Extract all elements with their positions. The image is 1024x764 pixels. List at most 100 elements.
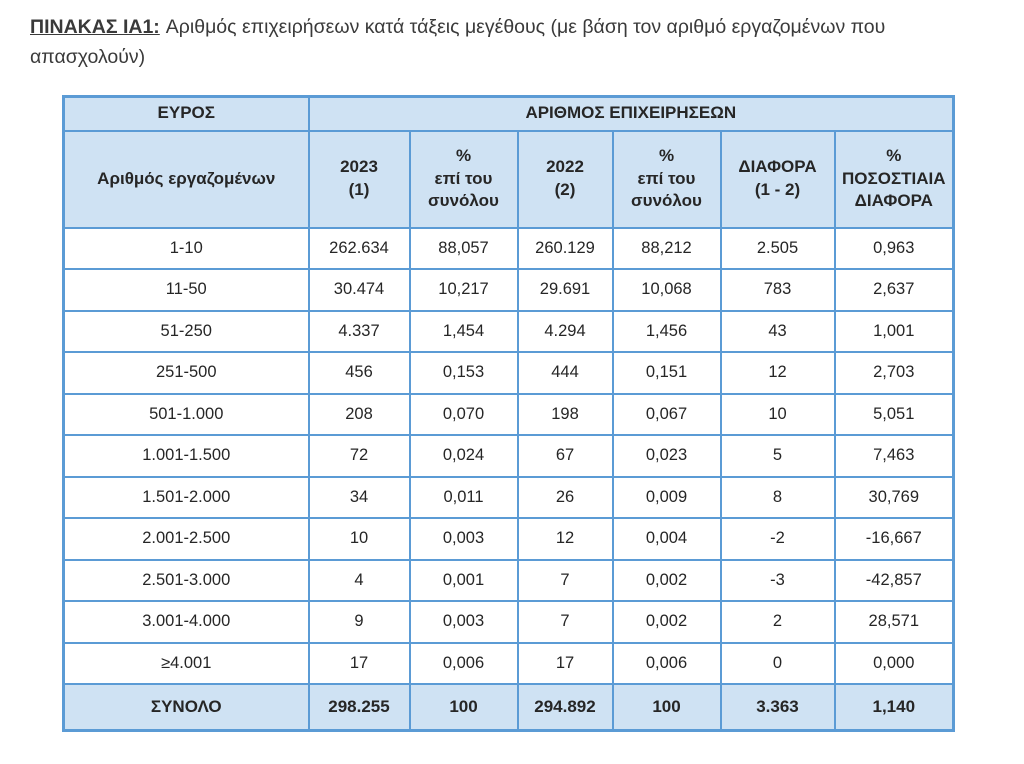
cell: ≥4.001	[62, 641, 310, 685]
col-header-2022: 2022 (2)	[516, 129, 614, 229]
cell: 67	[516, 434, 614, 478]
table-row: 501-1.000 208 0,070 198 0,067 10 5,051	[62, 392, 955, 436]
cell: 2.001-2.500	[62, 517, 310, 561]
cell: 2,703	[833, 351, 955, 395]
col-header-diafora: ΔΙΑΦΟΡΑ (1 - 2)	[719, 129, 836, 229]
column-header-row: Αριθμός εργαζομένων 2023 (1) % επί του σ…	[62, 129, 955, 229]
cell: 8	[719, 475, 836, 519]
cell: 444	[516, 351, 614, 395]
table-row: 2.001-2.500 10 0,003 12 0,004 -2 -16,667	[62, 517, 955, 561]
total-pct-2023: 100	[408, 683, 519, 731]
cell: -16,667	[833, 517, 955, 561]
total-row: ΣΥΝΟΛΟ 298.255 100 294.892 100 3.363 1,1…	[62, 683, 955, 731]
col-header-pct-2023: % επί του συνόλου	[408, 129, 519, 229]
cell: 4.294	[516, 309, 614, 353]
cell: 4	[307, 558, 411, 602]
cell: 1-10	[62, 226, 310, 270]
col-header-pct-2022: % επί του συνόλου	[611, 129, 722, 229]
cell: 2,637	[833, 268, 955, 312]
cell: 0,004	[611, 517, 722, 561]
cell: 0,151	[611, 351, 722, 395]
total-label: ΣΥΝΟΛΟ	[62, 683, 310, 731]
cell: -42,857	[833, 558, 955, 602]
group-header-arithmos-epixeiriseon: ΑΡΙΘΜΟΣ ΕΠΙΧΕΙΡΗΣΕΩΝ	[307, 95, 955, 132]
cell: 17	[516, 641, 614, 685]
cell: 0,003	[408, 600, 519, 644]
cell: 11-50	[62, 268, 310, 312]
cell: 43	[719, 309, 836, 353]
table-body: 1-10 262.634 88,057 260.129 88,212 2.505 0,963…	[62, 226, 955, 685]
enterprises-by-size-table: ΕΥΡΟΣ ΑΡΙΘΜΟΣ ΕΠΙΧΕΙΡΗΣΕΩΝ Αριθμός εργαζ…	[62, 95, 956, 732]
table-row: 1-10 262.634 88,057 260.129 88,212 2.505 0,963	[62, 226, 955, 270]
cell: 2	[719, 600, 836, 644]
table-row: 11-50 30.474 10,217 29.691 10,068 783 2,637	[62, 268, 955, 312]
cell: 0,153	[408, 351, 519, 395]
group-header-evros: ΕΥΡΟΣ	[62, 95, 310, 132]
cell: 2.501-3.000	[62, 558, 310, 602]
cell: 7	[516, 600, 614, 644]
cell: 26	[516, 475, 614, 519]
table-row: 2.501-3.000 4 0,001 7 0,002 -3 -42,857	[62, 558, 955, 602]
total-row-body: ΣΥΝΟΛΟ 298.255 100 294.892 100 3.363 1,1…	[62, 683, 955, 731]
table-title-text: Αριθμός επιχειρήσεων κατά τάξεις μεγέθου…	[30, 16, 886, 69]
cell: 0,009	[611, 475, 722, 519]
cell: 208	[307, 392, 411, 436]
cell: 7,463	[833, 434, 955, 478]
table-row: 51-250 4.337 1,454 4.294 1,456 43 1,001	[62, 309, 955, 353]
cell: 501-1.000	[62, 392, 310, 436]
cell: 72	[307, 434, 411, 478]
cell: 1,001	[833, 309, 955, 353]
cell: -2	[719, 517, 836, 561]
cell: 51-250	[62, 309, 310, 353]
cell: 10	[719, 392, 836, 436]
total-pct-diafora: 1,140	[833, 683, 955, 731]
table-id-label: ΠΙΝΑΚΑΣ ΙΑ1:	[30, 16, 160, 38]
cell: 7	[516, 558, 614, 602]
col-header-employees: Αριθμός εργαζομένων	[62, 129, 310, 229]
cell: 12	[719, 351, 836, 395]
cell: 198	[516, 392, 614, 436]
cell: 1,456	[611, 309, 722, 353]
cell: 17	[307, 641, 411, 685]
cell: 88,212	[611, 226, 722, 270]
group-header-row: ΕΥΡΟΣ ΑΡΙΘΜΟΣ ΕΠΙΧΕΙΡΗΣΕΩΝ	[62, 95, 955, 132]
cell: 10,217	[408, 268, 519, 312]
table-row: 1.001-1.500 72 0,024 67 0,023 5 7,463	[62, 434, 955, 478]
cell: 30.474	[307, 268, 411, 312]
total-diafora: 3.363	[719, 683, 836, 731]
cell: 5,051	[833, 392, 955, 436]
cell: 3.001-4.000	[62, 600, 310, 644]
col-header-2023: 2023 (1)	[307, 129, 411, 229]
cell: 0,000	[833, 641, 955, 685]
cell: 0,024	[408, 434, 519, 478]
table-row: 3.001-4.000 9 0,003 7 0,002 2 28,571	[62, 600, 955, 644]
cell: 783	[719, 268, 836, 312]
cell: 88,057	[408, 226, 519, 270]
cell: 1.501-2.000	[62, 475, 310, 519]
cell: 0,003	[408, 517, 519, 561]
cell: 0,002	[611, 558, 722, 602]
cell: 1,454	[408, 309, 519, 353]
table-row: 1.501-2.000 34 0,011 26 0,009 8 30,769	[62, 475, 955, 519]
cell: 0	[719, 641, 836, 685]
table-row: 251-500 456 0,153 444 0,151 12 2,703	[62, 351, 955, 395]
cell: 9	[307, 600, 411, 644]
cell: 0,001	[408, 558, 519, 602]
cell: 0,963	[833, 226, 955, 270]
total-2023: 298.255	[307, 683, 411, 731]
cell: 262.634	[307, 226, 411, 270]
page-title: ΠΙΝΑΚΑΣ ΙΑ1: Αριθμός επιχειρήσεων κατά τά…	[30, 12, 995, 72]
col-header-pct-diafora: % ΠΟΣΟΣΤΙΑΙΑ ΔΙΑΦΟΡΑ	[833, 129, 955, 229]
cell: 0,006	[408, 641, 519, 685]
cell: 5	[719, 434, 836, 478]
cell: 30,769	[833, 475, 955, 519]
cell: 28,571	[833, 600, 955, 644]
cell: 0,067	[611, 392, 722, 436]
total-2022: 294.892	[516, 683, 614, 731]
cell: 0,006	[611, 641, 722, 685]
cell: 2.505	[719, 226, 836, 270]
table-row: ≥4.001 17 0,006 17 0,006 0 0,000	[62, 641, 955, 685]
cell: 1.001-1.500	[62, 434, 310, 478]
cell: 0,011	[408, 475, 519, 519]
